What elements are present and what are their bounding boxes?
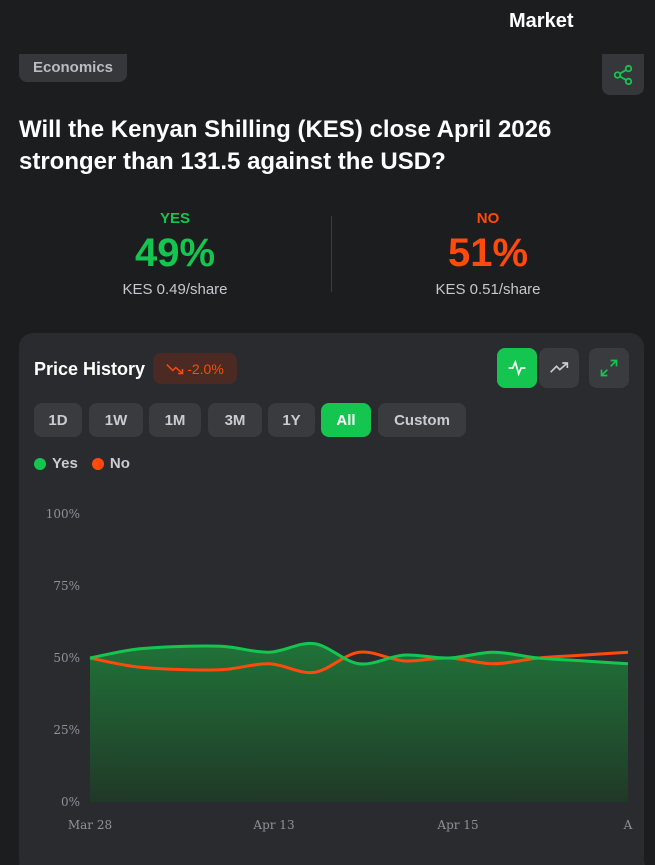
market-question: Will the Kenyan Shilling (KES) close Apr… xyxy=(19,116,552,175)
y-tick-label: 25% xyxy=(53,723,80,737)
no-price: KES 0.51/share xyxy=(435,281,541,298)
y-tick-label: 100% xyxy=(46,507,80,521)
y-tick-label: 50% xyxy=(53,651,80,665)
legend-no-label: No xyxy=(109,455,130,472)
price-history-title: Price History xyxy=(34,359,146,379)
x-tick-label: A xyxy=(623,818,633,832)
yes-series-line xyxy=(89,641,629,666)
range-custom[interactable]: Custom xyxy=(378,403,466,437)
share-button[interactable] xyxy=(602,54,644,95)
legend-yes-label: Yes xyxy=(52,455,78,472)
y-tick-label: 75% xyxy=(53,579,80,593)
share-icon xyxy=(613,64,633,85)
x-tick-label: Apr 13 xyxy=(252,818,294,832)
yes-price: KES 0.49/share xyxy=(122,281,228,298)
change-badge: -2.0% xyxy=(153,353,237,384)
trend-chart-button[interactable] xyxy=(539,348,579,388)
trend-down-icon xyxy=(166,363,184,374)
range-3m[interactable]: 3M xyxy=(208,403,262,437)
no-label: NO xyxy=(476,210,500,227)
range-1m[interactable]: 1M xyxy=(149,403,201,437)
change-value: -2.0% xyxy=(187,360,224,377)
chart-legend: Yes No xyxy=(34,455,130,472)
bottom-tab-3[interactable] xyxy=(447,853,645,865)
legend-no[interactable]: No xyxy=(91,455,130,472)
category-badge[interactable]: Economics xyxy=(19,54,127,82)
page-title: Market xyxy=(509,10,574,32)
legend-no-dot xyxy=(91,457,104,470)
expand-icon xyxy=(600,359,618,377)
yes-area xyxy=(90,643,628,802)
odds-divider xyxy=(331,216,332,292)
no-odds[interactable]: NO 51% KES 0.51/share xyxy=(332,210,644,298)
line-chart-button[interactable] xyxy=(497,348,537,388)
legend-yes[interactable]: Yes xyxy=(34,455,78,472)
legend-yes-dot xyxy=(34,457,46,470)
range-1y[interactable]: 1Y xyxy=(268,403,315,437)
trend-up-icon xyxy=(550,362,569,373)
yes-percent: 49% xyxy=(134,231,216,275)
yes-odds[interactable]: YES 49% KES 0.49/share xyxy=(19,210,331,298)
bottom-tab-2[interactable] xyxy=(232,853,430,865)
x-tick-label: Apr 15 xyxy=(436,818,478,832)
expand-button[interactable] xyxy=(589,348,629,388)
range-all[interactable]: All xyxy=(321,403,371,437)
y-tick-label: 0% xyxy=(61,795,80,809)
activity-icon xyxy=(508,359,526,377)
bottom-tab-1[interactable] xyxy=(19,853,215,865)
x-tick-label: Mar 28 xyxy=(68,818,112,832)
range-1w[interactable]: 1W xyxy=(89,403,143,437)
range-1d[interactable]: 1D xyxy=(34,403,82,437)
no-percent: 51% xyxy=(447,231,529,275)
yes-label: YES xyxy=(159,210,190,227)
